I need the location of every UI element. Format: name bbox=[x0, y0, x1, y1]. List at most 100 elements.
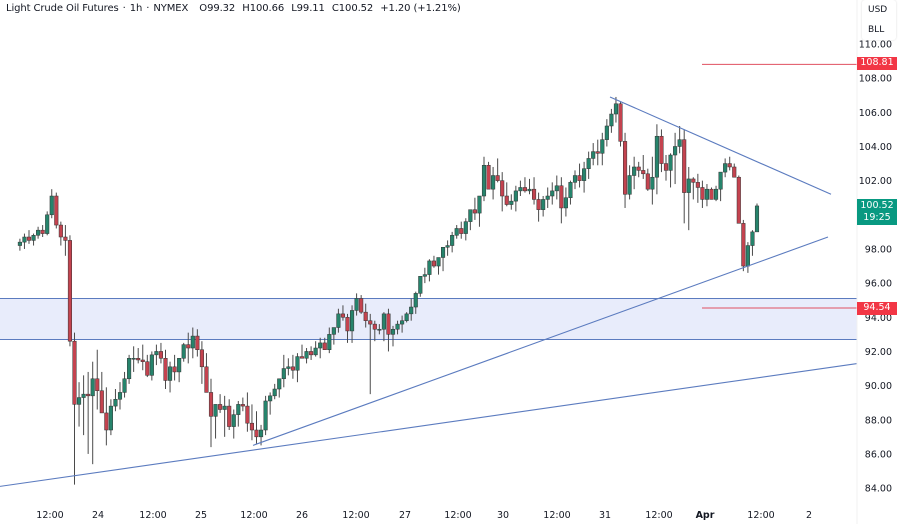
currency-unit-menu[interactable]: USD BLL bbox=[862, 0, 896, 40]
last-price-tag: 100.52 19:25 bbox=[857, 199, 897, 225]
candle-body bbox=[709, 188, 714, 200]
candle-body bbox=[568, 182, 573, 198]
candle-body bbox=[313, 347, 318, 356]
candle-body bbox=[158, 351, 163, 359]
symbol-name[interactable]: Light Crude Oil Futures bbox=[6, 3, 119, 14]
y-tick-label: 84.00 bbox=[865, 484, 892, 495]
candle-body bbox=[609, 113, 614, 127]
y-tick-label: 106.00 bbox=[859, 108, 892, 119]
candle-body bbox=[422, 274, 427, 277]
candle-body bbox=[618, 103, 623, 142]
x-tick-label: 12:00 bbox=[645, 510, 672, 521]
candle-body bbox=[700, 187, 705, 200]
x-tick-label: 26 bbox=[296, 510, 308, 521]
candle-body bbox=[290, 366, 295, 371]
high-value: H100.66 bbox=[242, 3, 285, 14]
candle-body bbox=[673, 146, 678, 156]
candle-body bbox=[586, 158, 591, 169]
candle-body bbox=[595, 151, 600, 154]
candle-body bbox=[486, 165, 491, 190]
candle-body bbox=[736, 176, 741, 224]
chart-legend-header: Light Crude Oil Futures · 1h · NYMEX O99.32 … bbox=[6, 3, 461, 14]
candle-body bbox=[682, 139, 687, 193]
candle-body bbox=[168, 366, 173, 381]
candle-body bbox=[545, 195, 550, 200]
unit-label[interactable]: BLL bbox=[868, 25, 885, 35]
candle-body bbox=[686, 178, 691, 193]
y-tick-label: 98.00 bbox=[865, 244, 892, 255]
candle-body bbox=[409, 306, 414, 315]
x-tick-label: 2 bbox=[806, 510, 812, 521]
candle-body bbox=[390, 328, 396, 335]
candle-body bbox=[322, 342, 327, 350]
candle-body bbox=[750, 231, 755, 246]
candle-body bbox=[377, 328, 382, 331]
trendline-descending-resistance bbox=[609, 96, 832, 195]
candle-body bbox=[718, 171, 723, 190]
y-tick-label: 102.00 bbox=[859, 176, 892, 187]
candle-body bbox=[404, 313, 409, 321]
y-tick-label: 92.00 bbox=[865, 347, 892, 358]
candle-body bbox=[636, 166, 641, 171]
candle-body bbox=[249, 422, 254, 431]
candle-body bbox=[381, 313, 386, 330]
candle-body bbox=[254, 429, 259, 438]
candle-body bbox=[350, 310, 355, 332]
candle-body bbox=[668, 154, 673, 171]
y-tick-label: 88.00 bbox=[865, 415, 892, 426]
candle-body bbox=[623, 141, 628, 195]
candle-body bbox=[445, 245, 450, 248]
candle-body bbox=[691, 178, 696, 183]
bar-countdown: 19:25 bbox=[863, 212, 891, 223]
candle-body bbox=[754, 205, 760, 233]
candle-body bbox=[259, 429, 264, 438]
candle-body bbox=[154, 351, 159, 356]
candle-body bbox=[641, 170, 646, 175]
candle-body bbox=[127, 358, 132, 380]
candle-body bbox=[286, 366, 291, 369]
candle-body bbox=[122, 378, 127, 393]
candle-body bbox=[659, 135, 664, 164]
candle-body bbox=[481, 165, 487, 197]
candle-body bbox=[563, 197, 568, 209]
candle-body bbox=[359, 298, 364, 313]
candle-body bbox=[22, 236, 27, 243]
candle-body bbox=[26, 236, 32, 241]
x-tick-label: 30 bbox=[497, 510, 509, 521]
candle-body bbox=[509, 200, 514, 205]
candle-body bbox=[240, 404, 245, 407]
candle-body bbox=[58, 224, 63, 238]
change-value: +1.20 (+1.21%) bbox=[380, 3, 461, 14]
candle-body bbox=[263, 400, 268, 431]
candle-body bbox=[281, 368, 286, 380]
candle-body bbox=[632, 166, 637, 176]
candle-body bbox=[522, 187, 528, 192]
candle-body bbox=[431, 260, 436, 267]
candle-body bbox=[208, 392, 214, 417]
candle-body bbox=[572, 175, 578, 183]
close-value: C100.52 bbox=[331, 3, 374, 14]
candle-body bbox=[318, 342, 323, 349]
candle-body bbox=[427, 260, 432, 275]
candle-body bbox=[386, 313, 391, 335]
currency-label[interactable]: USD bbox=[868, 5, 888, 15]
x-tick-label: 12:00 bbox=[747, 510, 774, 521]
candle-body bbox=[354, 298, 359, 311]
y-tick-label: 86.00 bbox=[865, 449, 892, 460]
x-tick-label: 12:00 bbox=[240, 510, 267, 521]
candle-body bbox=[732, 166, 737, 178]
candle-body bbox=[418, 276, 423, 294]
candle-body bbox=[613, 103, 619, 115]
candle-body bbox=[149, 354, 154, 376]
interval: 1h bbox=[129, 3, 143, 14]
open-value: O99.32 bbox=[199, 3, 236, 14]
candle-body bbox=[36, 229, 41, 236]
candle-body bbox=[741, 223, 746, 267]
candle-body bbox=[268, 395, 273, 402]
y-tick-label: 108.00 bbox=[859, 74, 892, 85]
x-tick-label: 12:00 bbox=[444, 510, 471, 521]
candle-body bbox=[436, 257, 441, 267]
candle-body bbox=[117, 392, 123, 400]
supply-demand-zone bbox=[0, 298, 857, 340]
